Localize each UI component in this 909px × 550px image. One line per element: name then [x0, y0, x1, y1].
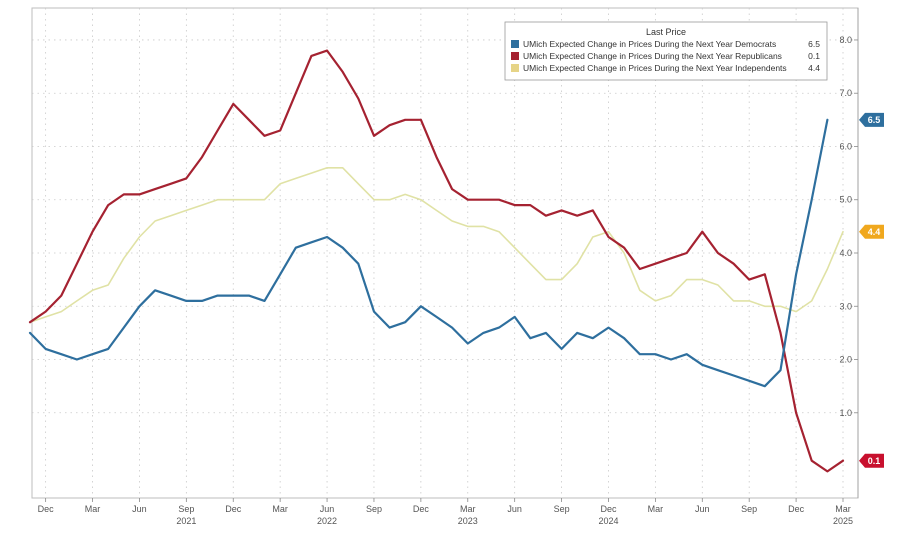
last-value-tag: 6.5 — [859, 112, 884, 127]
x-tick-label: Mar — [460, 504, 476, 514]
x-tick-label: Dec — [413, 504, 430, 514]
legend: Last Price UMich Expected Change in Pric… — [504, 21, 828, 81]
last-value-tag-label: 4.4 — [868, 227, 881, 237]
x-year-label: 2024 — [598, 516, 618, 526]
legend-swatch — [511, 64, 519, 72]
last-value-tag-label: 6.5 — [868, 115, 881, 125]
x-tick-label: Jun — [507, 504, 522, 514]
y-tick-label: 2.0 — [839, 355, 852, 365]
x-year-label: 2022 — [317, 516, 337, 526]
legend-last-value: 6.5 — [808, 39, 820, 49]
legend-title: Last Price — [646, 27, 686, 37]
x-tick-label: Dec — [225, 504, 242, 514]
legend-series-name: UMich Expected Change in Prices During t… — [523, 63, 787, 73]
legend-series-name: UMich Expected Change in Prices During t… — [523, 39, 776, 49]
x-tick-label: Jun — [320, 504, 335, 514]
series-line-democrats — [28, 118, 829, 388]
y-tick-label: 8.0 — [839, 35, 852, 45]
x-tick-label: Jun — [132, 504, 147, 514]
last-value-tag-label: 0.1 — [868, 456, 881, 466]
last-value-tag-shape — [859, 453, 884, 468]
y-tick-label: 1.0 — [839, 408, 852, 418]
series-line-republicans — [28, 49, 845, 473]
legend-series-name: UMich Expected Change in Prices During t… — [523, 51, 782, 61]
legend-last-value: 0.1 — [808, 51, 820, 61]
x-tick-label: Mar — [272, 504, 288, 514]
y-tick-label: 4.0 — [839, 248, 852, 258]
y-tick-label: 7.0 — [839, 88, 852, 98]
grid — [32, 8, 858, 498]
x-tick-label: Sep — [741, 504, 757, 514]
x-tick-label: Dec — [38, 504, 55, 514]
x-axis: Dec Mar Jun Sep Dec Mar Jun Sep Dec Mar Jun Sep Dec M… — [38, 498, 853, 526]
legend-swatch — [511, 40, 519, 48]
y-tick-label: 5.0 — [839, 195, 852, 205]
x-tick-label: Mar — [85, 504, 101, 514]
y-tick-label: 6.0 — [839, 141, 852, 151]
x-tick-label: Sep — [178, 504, 194, 514]
legend-box — [504, 21, 828, 81]
last-value-tag-shape — [859, 224, 884, 239]
legend-last-value: 4.4 — [808, 63, 820, 73]
series-lines — [28, 49, 845, 473]
legend-entries: UMich Expected Change in Prices During t… — [511, 39, 820, 73]
series-line-independents — [29, 167, 844, 324]
last-value-tags: 6.5 4.4 0.1 — [859, 112, 884, 468]
y-axis: 1.0 2.0 3.0 4.0 5.0 6.0 7.0 8.0 — [839, 8, 859, 498]
x-tick-label: Jun — [695, 504, 710, 514]
last-value-tag-shape — [859, 112, 884, 127]
legend-swatch — [511, 52, 519, 60]
x-year-label: 2021 — [176, 516, 196, 526]
last-value-tag: 0.1 — [859, 453, 884, 468]
last-value-tag: 4.4 — [859, 224, 884, 239]
x-tick-label: Mar — [648, 504, 664, 514]
y-tick-label: 3.0 — [839, 301, 852, 311]
x-tick-label: Sep — [366, 504, 382, 514]
x-tick-label: Dec — [600, 504, 617, 514]
x-tick-label: Sep — [554, 504, 570, 514]
x-tick-label: Mar — [835, 504, 851, 514]
x-tick-label: Dec — [788, 504, 805, 514]
x-year-label: 2025 — [833, 516, 853, 526]
x-year-label: 2023 — [458, 516, 478, 526]
